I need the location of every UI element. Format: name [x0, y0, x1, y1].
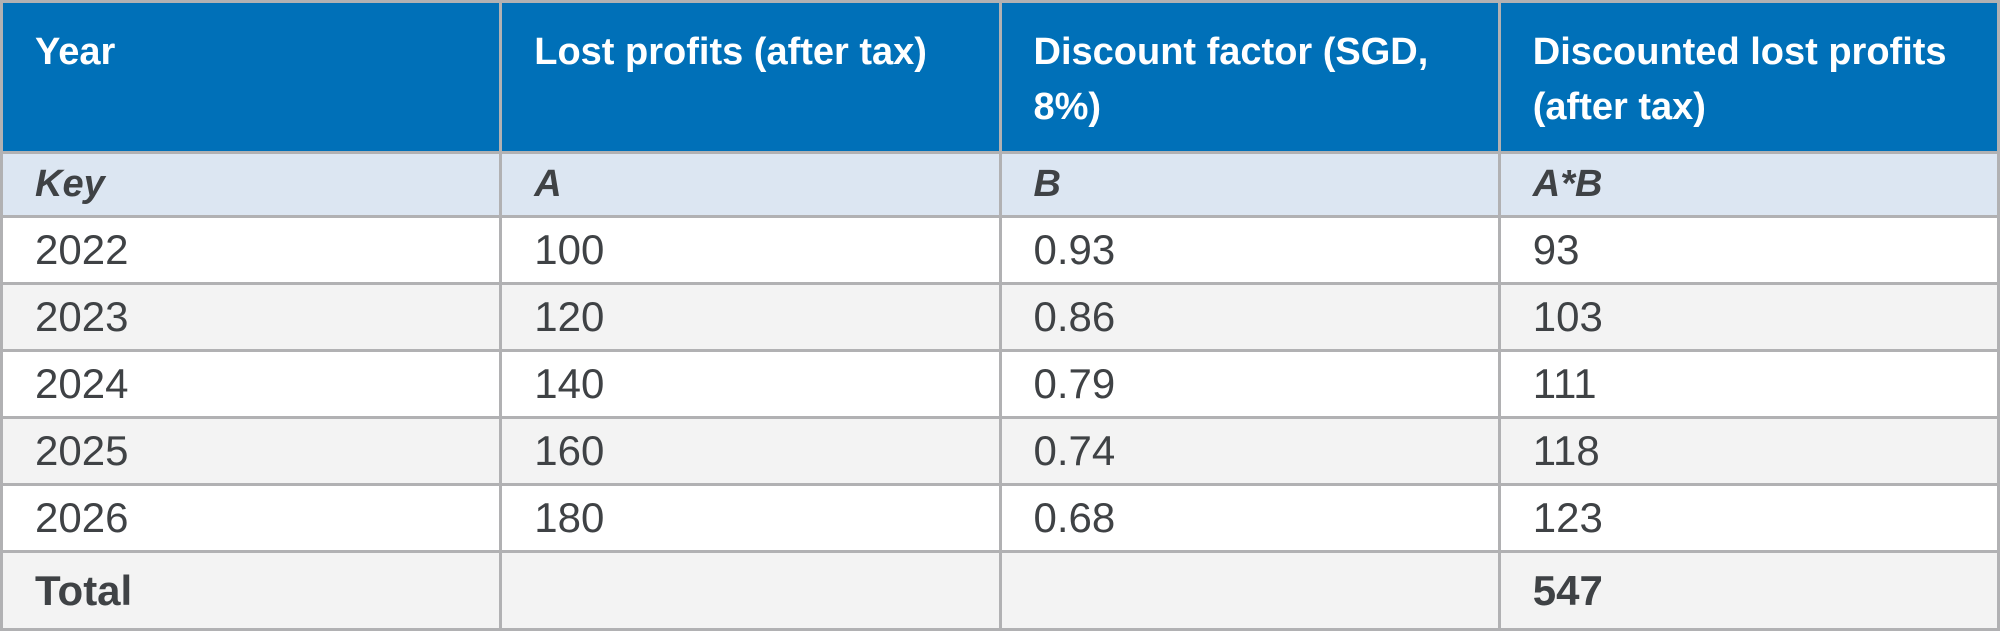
key-cell-label: Key — [0, 151, 503, 219]
cell-year: 2024 — [0, 349, 503, 420]
cell-discount-factor: 0.93 — [998, 215, 1501, 286]
key-row: Key A B A*B — [0, 151, 2000, 219]
table-row-2024: 2024 140 0.79 111 — [0, 349, 2000, 420]
cell-lost-profits: 100 — [499, 215, 1002, 286]
table-row-2022: 2022 100 0.93 93 — [0, 215, 2000, 286]
column-header-year: Year — [0, 0, 503, 155]
cell-discounted-lost-profits: 111 — [1497, 349, 2000, 420]
cell-discount-factor: 0.74 — [998, 416, 1501, 487]
total-value: 547 — [1497, 550, 2000, 631]
table-row-2025: 2025 160 0.74 118 — [0, 416, 2000, 487]
cell-discounted-lost-profits: 123 — [1497, 483, 2000, 554]
cell-discounted-lost-profits: 103 — [1497, 282, 2000, 353]
key-cell-a: A — [499, 151, 1002, 219]
total-label: Total — [0, 550, 503, 631]
cell-discounted-lost-profits: 118 — [1497, 416, 2000, 487]
cell-discounted-lost-profits: 93 — [1497, 215, 2000, 286]
table-row-2023: 2023 120 0.86 103 — [0, 282, 2000, 353]
key-cell-a-times-b: A*B — [1497, 151, 2000, 219]
cell-year: 2025 — [0, 416, 503, 487]
column-header-discount-factor: Discount factor (SGD, 8%) — [998, 0, 1501, 155]
total-empty-lost-profits — [499, 550, 1002, 631]
cell-lost-profits: 180 — [499, 483, 1002, 554]
table-row-2026: 2026 180 0.68 123 — [0, 483, 2000, 554]
header-row: Year Lost profits (after tax) Discount f… — [0, 0, 2000, 155]
cell-lost-profits: 160 — [499, 416, 1002, 487]
cell-discount-factor: 0.79 — [998, 349, 1501, 420]
cell-discount-factor: 0.86 — [998, 282, 1501, 353]
cell-lost-profits: 120 — [499, 282, 1002, 353]
cell-lost-profits: 140 — [499, 349, 1002, 420]
cell-discount-factor: 0.68 — [998, 483, 1501, 554]
key-cell-b: B — [998, 151, 1501, 219]
cell-year: 2022 — [0, 215, 503, 286]
cell-year: 2026 — [0, 483, 503, 554]
total-row: Total 547 — [0, 550, 2000, 631]
cell-year: 2023 — [0, 282, 503, 353]
column-header-lost-profits: Lost profits (after tax) — [499, 0, 1002, 155]
column-header-discounted-lost-profits: Discounted lost profits (after tax) — [1497, 0, 2000, 155]
total-empty-discount-factor — [998, 550, 1501, 631]
